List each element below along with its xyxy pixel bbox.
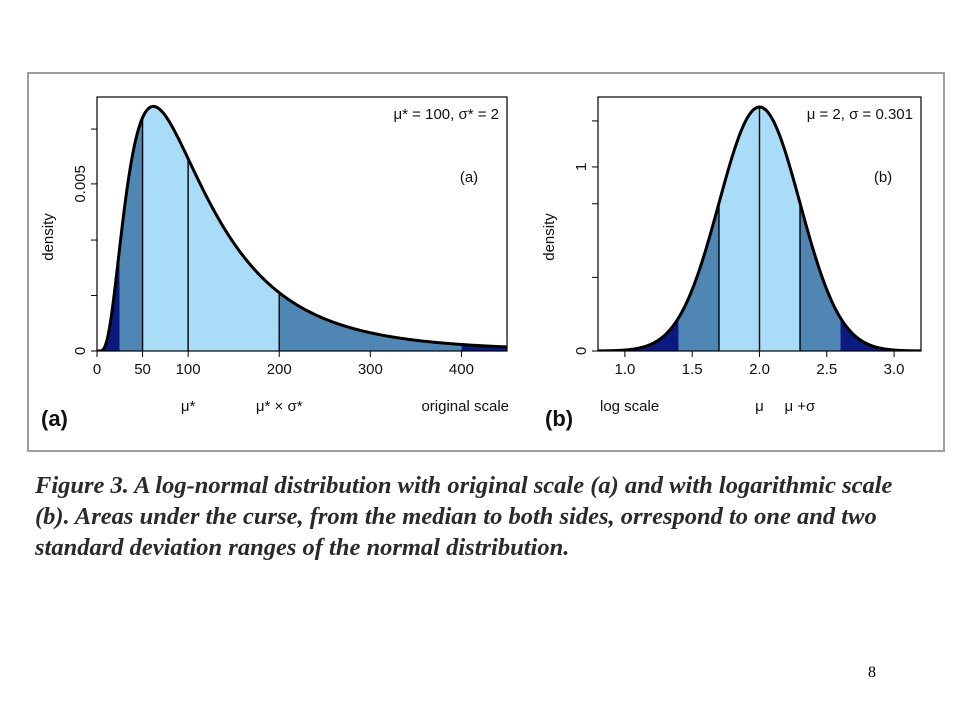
panel-label-b: (b) (874, 169, 892, 186)
middle-right-band-a (279, 292, 462, 351)
x-tick-label-b-1: 1.5 (682, 361, 703, 378)
inner-left-band-a (142, 106, 189, 351)
y-axis-title-b: density (541, 213, 558, 261)
x-tick-label-a-0: 0 (93, 361, 101, 378)
x-tick-label-b-4: 3.0 (884, 361, 905, 378)
x-tick-label-a-1: 50 (134, 361, 151, 378)
parameter-annotation-a: μ* = 100, σ* = 2 (394, 106, 499, 123)
plot-area-b (598, 105, 921, 351)
plot-frame-a (96, 96, 508, 352)
density-curve-b (598, 105, 921, 351)
panel-tag-a: (a) (41, 406, 68, 431)
y-tick-label-a-0: 0 (72, 347, 89, 355)
x-tick-label-b-3: 2.5 (816, 361, 837, 378)
plot-area-a (97, 104, 507, 351)
figure-svg: 0 50 100 200 300 400 μ* μ* × σ* 0 0.005 density ori… (40, 96, 922, 431)
y-tick-label-a-1: 0.005 (72, 165, 89, 203)
x-axis-title-a: original scale (421, 398, 509, 415)
parameter-annotation-b: μ = 2, σ = 0.301 (807, 106, 913, 123)
x-tick-label-a-4: 300 (358, 361, 383, 378)
figure-caption: Figure 3. A log-normal distribution with… (35, 472, 893, 561)
panel-tag-b: (b) (545, 406, 573, 431)
y-axis-title-a: density (40, 213, 57, 261)
x-tick-label-b-2: 2.0 (749, 361, 770, 378)
x-tick-label-a-5: 400 (449, 361, 474, 378)
figure-panel: 0 50 100 200 300 400 μ* μ* × σ* 0 0.005 density ori… (27, 72, 945, 452)
chart-panel-b: 1.0 1.5 2.0 2.5 3.0 μ μ +σ 0 1 density log scale μ … (541, 96, 922, 431)
x-sublabel-a-1: μ* × σ* (256, 398, 303, 415)
inner-right-band-b (759, 107, 801, 351)
x-tick-label-b-0: 1.0 (614, 361, 635, 378)
panel-label-a: (a) (460, 169, 478, 186)
middle-left-band-a (119, 117, 143, 351)
outer-left-band-a (97, 246, 120, 351)
x-axis-title-b: log scale (600, 398, 659, 415)
inner-left-band-b (718, 107, 760, 351)
page-number: 8 (868, 664, 876, 681)
x-tick-label-a-2: 100 (176, 361, 201, 378)
outer-left-band-b (598, 317, 679, 351)
x-tick-label-a-3: 200 (267, 361, 292, 378)
x-sublabel-b-0: μ (755, 398, 764, 415)
chart-panel-a: 0 50 100 200 300 400 μ* μ* × σ* 0 0.005 density ori… (40, 96, 509, 431)
outer-right-band-b (840, 317, 921, 351)
x-sublabel-b-1: μ +σ (784, 398, 816, 415)
x-sublabel-a-0: μ* (181, 398, 196, 415)
density-curve-a (97, 104, 507, 351)
y-tick-label-b-1: 1 (573, 163, 590, 171)
y-tick-label-b-0: 0 (573, 347, 590, 355)
